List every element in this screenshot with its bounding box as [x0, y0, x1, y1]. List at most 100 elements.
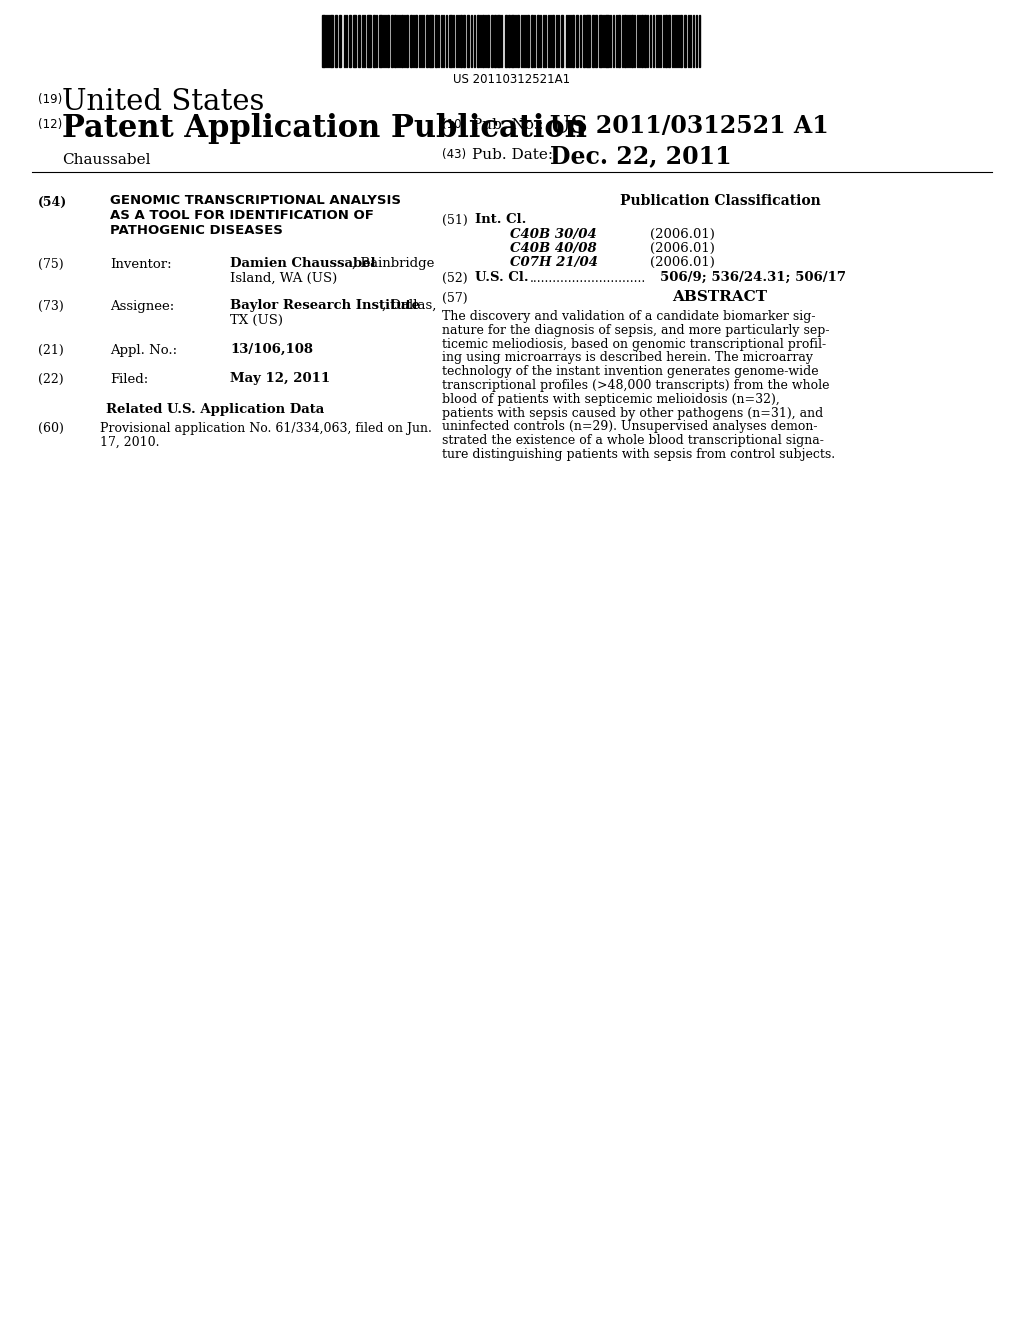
Bar [353, 15, 356, 67]
Bar [497, 15, 500, 67]
Text: , Bainbridge: , Bainbridge [352, 257, 434, 271]
Bar [387, 15, 389, 67]
Text: May 12, 2011: May 12, 2011 [230, 372, 330, 385]
Text: (43): (43) [442, 148, 466, 161]
Text: Pub. No.:: Pub. No.: [472, 117, 544, 132]
Text: Patent Application Publication: Patent Application Publication [62, 114, 587, 144]
Text: The discovery and validation of a candidate biomarker sig-: The discovery and validation of a candid… [442, 310, 815, 323]
Bar [537, 15, 539, 67]
Bar [684, 15, 686, 67]
Text: Appl. No.:: Appl. No.: [110, 345, 177, 356]
Text: (73): (73) [38, 300, 63, 313]
Text: (54): (54) [38, 195, 68, 209]
Bar [373, 15, 375, 67]
Bar [583, 15, 585, 67]
Bar [586, 15, 590, 67]
Text: transcriptional profiles (>48,000 transcripts) from the whole: transcriptional profiles (>48,000 transc… [442, 379, 829, 392]
Bar [631, 15, 633, 67]
Text: Assignee:: Assignee: [110, 300, 174, 313]
Bar [339, 15, 341, 67]
Text: C40B 40/08: C40B 40/08 [510, 242, 597, 255]
Text: (60): (60) [38, 422, 63, 436]
Text: TX (US): TX (US) [230, 314, 283, 327]
Text: ing using microarrays is described herein. The microarray: ing using microarrays is described herei… [442, 351, 813, 364]
Text: Related U.S. Application Data: Related U.S. Application Data [105, 403, 325, 416]
Text: (19): (19) [38, 92, 62, 106]
Text: United States: United States [62, 88, 264, 116]
Bar [552, 15, 554, 67]
Bar [394, 15, 396, 67]
Bar [435, 15, 437, 67]
Bar [482, 15, 484, 67]
Bar [505, 15, 507, 67]
Text: GENOMIC TRANSCRIPTIONAL ANALYSIS: GENOMIC TRANSCRIPTIONAL ANALYSIS [110, 194, 401, 207]
Bar [595, 15, 597, 67]
Bar [335, 15, 337, 67]
Text: U.S. Cl.: U.S. Cl. [475, 271, 528, 284]
Bar [572, 15, 574, 67]
Bar [527, 15, 529, 67]
Bar [391, 15, 393, 67]
Text: Pub. Date:: Pub. Date: [472, 148, 553, 162]
Bar [508, 15, 510, 67]
Text: Dec. 22, 2011: Dec. 22, 2011 [550, 144, 731, 168]
Bar [531, 15, 534, 67]
Text: nature for the diagnosis of sepsis, and more particularly sep-: nature for the diagnosis of sepsis, and … [442, 323, 829, 337]
Bar [487, 15, 489, 67]
Bar [349, 15, 351, 67]
Text: 17, 2010.: 17, 2010. [100, 436, 160, 449]
Bar [367, 15, 371, 67]
Bar [641, 15, 643, 67]
Text: AS A TOOL FOR IDENTIFICATION OF: AS A TOOL FOR IDENTIFICATION OF [110, 209, 374, 222]
Text: Int. Cl.: Int. Cl. [475, 213, 526, 226]
Bar [429, 15, 433, 67]
Text: (21): (21) [38, 345, 63, 356]
Bar [330, 15, 333, 67]
Text: (52): (52) [442, 272, 468, 285]
Text: (10): (10) [442, 117, 466, 131]
Text: ..............................: .............................. [530, 272, 646, 285]
Text: (75): (75) [38, 257, 63, 271]
Bar [494, 15, 496, 67]
Bar [379, 15, 382, 67]
Text: (2006.01): (2006.01) [650, 242, 715, 255]
Bar [561, 15, 563, 67]
Bar [599, 15, 602, 67]
Bar [406, 15, 408, 67]
Bar [477, 15, 479, 67]
Text: Publication Classification: Publication Classification [620, 194, 820, 209]
Bar [575, 15, 578, 67]
Bar [668, 15, 670, 67]
Bar [665, 15, 667, 67]
Text: Provisional application No. 61/334,063, filed on Jun.: Provisional application No. 61/334,063, … [100, 422, 432, 436]
Text: strated the existence of a whole blood transcriptional signa-: strated the existence of a whole blood t… [442, 434, 824, 447]
Text: C07H 21/04: C07H 21/04 [510, 256, 598, 269]
Text: Filed:: Filed: [110, 374, 148, 385]
Text: (12): (12) [38, 117, 62, 131]
Bar [449, 15, 452, 67]
Text: (2006.01): (2006.01) [650, 256, 715, 269]
Text: PATHOGENIC DISEASES: PATHOGENIC DISEASES [110, 224, 283, 238]
Text: technology of the instant invention generates genome-wide: technology of the instant invention gene… [442, 366, 818, 379]
Bar [460, 15, 462, 67]
Text: Baylor Research Institute: Baylor Research Institute [230, 300, 420, 312]
Bar [322, 15, 325, 67]
Bar [624, 15, 626, 67]
Bar [644, 15, 646, 67]
Text: blood of patients with septicemic melioidosis (n=32),: blood of patients with septicemic melioi… [442, 393, 779, 405]
Bar [605, 15, 609, 67]
Text: US 2011/0312521 A1: US 2011/0312521 A1 [550, 114, 828, 139]
Bar [358, 15, 360, 67]
Text: 506/9; 536/24.31; 506/17: 506/9; 536/24.31; 506/17 [660, 271, 846, 284]
Bar [618, 15, 620, 67]
Bar [511, 15, 514, 67]
Text: Inventor:: Inventor: [110, 257, 172, 271]
Text: , Dallas,: , Dallas, [382, 300, 436, 312]
Text: (22): (22) [38, 374, 63, 385]
Text: Damien Chaussabel: Damien Chaussabel [230, 257, 376, 271]
Bar [490, 15, 493, 67]
Text: (57): (57) [442, 292, 468, 305]
Text: Chaussabel: Chaussabel [62, 153, 151, 168]
Bar [463, 15, 465, 67]
Text: Island, WA (US): Island, WA (US) [230, 272, 337, 285]
